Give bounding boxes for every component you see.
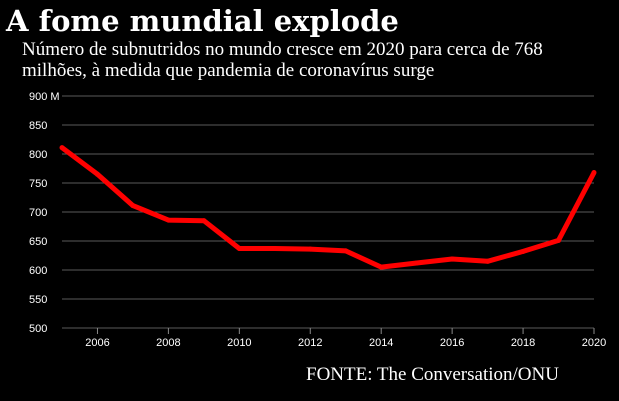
x-tick-label-2014: 2014	[369, 337, 393, 349]
x-axis: 2006 2008 2010 2012 2014 2016 2018 2020	[85, 328, 606, 349]
x-tick-label-2010: 2010	[227, 337, 251, 349]
x-tick-label-2012: 2012	[298, 337, 322, 349]
data-point-2007	[130, 203, 136, 209]
x-tick-label-2016: 2016	[440, 337, 464, 349]
y-tick-label-800: 800	[29, 149, 47, 161]
y-tick-label-500: 500	[29, 323, 47, 335]
series-layer	[59, 145, 597, 270]
y-tick-label-550: 550	[29, 294, 47, 306]
y-tick-label-650: 650	[29, 236, 47, 248]
data-point-2006	[94, 171, 100, 177]
source-note: FONTE: The Conversation/ONU	[306, 364, 559, 385]
chart-subtitle: Número de subnutridos no mundo cresce em…	[22, 39, 543, 81]
data-point-2015	[414, 260, 420, 266]
chart-title: A fome mundial explode	[6, 4, 399, 38]
x-tick-label-2008: 2008	[156, 337, 180, 349]
data-point-2009	[201, 218, 207, 224]
data-point-2017	[485, 258, 491, 264]
data-point-2011	[272, 246, 278, 252]
series-line-0	[60, 145, 597, 270]
x-tick-label-2018: 2018	[511, 337, 535, 349]
y-tick-label-600: 600	[29, 265, 47, 277]
data-point-2012	[307, 246, 313, 252]
y-tick-label-850: 850	[29, 120, 47, 132]
data-point-2020	[591, 170, 597, 176]
data-point-2018	[520, 248, 526, 254]
data-point-2014	[378, 264, 384, 270]
x-tick-label-2020: 2020	[582, 337, 606, 349]
y-tick-label-900: 900 M	[29, 91, 60, 103]
y-axis: 500 550 600 650 700 750 800 850 900 M	[29, 91, 60, 335]
x-tick-label-2006: 2006	[85, 337, 109, 349]
y-tick-label-700: 700	[29, 207, 47, 219]
y-tick-label-750: 750	[29, 178, 47, 190]
data-point-2013	[343, 248, 349, 254]
data-point-2008	[165, 217, 171, 223]
data-point-2010	[236, 246, 242, 252]
data-point-2005	[59, 145, 65, 151]
gridlines	[62, 95, 594, 329]
data-point-2019	[556, 237, 562, 243]
data-point-2016	[449, 256, 455, 262]
